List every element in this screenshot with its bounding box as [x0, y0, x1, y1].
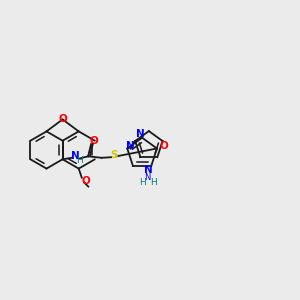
Text: O: O: [58, 114, 67, 124]
Text: H: H: [139, 178, 146, 187]
Text: O: O: [90, 136, 98, 146]
Text: O: O: [81, 176, 90, 186]
Text: N: N: [144, 164, 153, 175]
Text: N: N: [71, 151, 80, 161]
Text: H: H: [150, 178, 157, 187]
Text: O: O: [160, 140, 168, 151]
Text: S: S: [110, 150, 117, 160]
Text: N: N: [145, 173, 151, 182]
Text: N: N: [136, 129, 145, 139]
Text: H: H: [76, 156, 83, 165]
Text: N: N: [127, 141, 135, 151]
